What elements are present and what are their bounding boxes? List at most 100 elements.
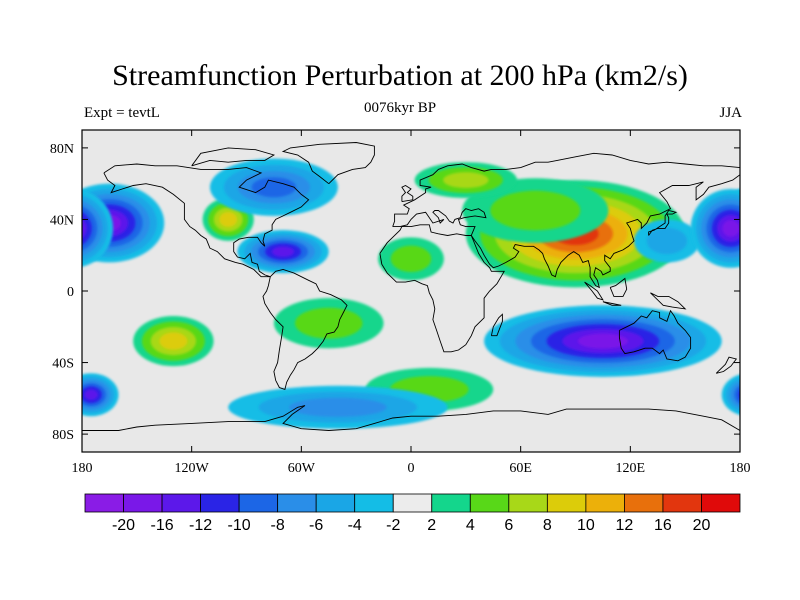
colorbar-label: -12 bbox=[189, 517, 212, 534]
colorbar-swatch bbox=[315, 493, 356, 513]
field-anomaly bbox=[228, 385, 448, 429]
coastline bbox=[650, 292, 687, 310]
contour-level bbox=[734, 209, 740, 237]
contour-level bbox=[443, 172, 489, 189]
coastline bbox=[715, 356, 738, 374]
figure-title: Streamfunction Perturbation at 200 hPa (… bbox=[112, 59, 688, 92]
field-anomaly bbox=[414, 162, 518, 198]
colorbar-swatch bbox=[508, 493, 548, 513]
field-anomaly bbox=[202, 197, 254, 241]
contour-level bbox=[84, 389, 98, 400]
colorbar: -20 -16 -12 -10 -8 -6 -4 -2 2 4 6 8 10 12 16 20 bbox=[84, 493, 741, 534]
contour-level bbox=[390, 245, 432, 273]
contour-level bbox=[251, 177, 297, 198]
contour-level bbox=[734, 385, 740, 405]
x-tick-label: 0 bbox=[408, 461, 415, 476]
coastline bbox=[191, 147, 276, 167]
contour-level bbox=[82, 218, 87, 239]
coastline bbox=[392, 152, 740, 227]
coastline bbox=[602, 301, 622, 306]
colorbar-label: 4 bbox=[466, 517, 475, 534]
colorbar-swatch bbox=[469, 493, 510, 513]
colorbar-label: -2 bbox=[386, 517, 400, 534]
contour-level bbox=[490, 190, 581, 231]
colorbar-swatch bbox=[200, 493, 240, 513]
colorbar-swatch bbox=[585, 493, 625, 513]
coastline bbox=[584, 281, 604, 301]
contour-level bbox=[271, 246, 295, 257]
field-anomaly bbox=[273, 298, 384, 349]
season-label: JJA bbox=[719, 105, 742, 121]
colorbar-label: 2 bbox=[427, 517, 436, 534]
colorbar-swatch bbox=[354, 493, 394, 513]
colorbar-label: -16 bbox=[150, 517, 173, 534]
colorbar-label: -20 bbox=[112, 517, 135, 534]
field-anomaly bbox=[237, 230, 329, 274]
y-tick-label: 40S bbox=[52, 357, 74, 372]
x-tick-label: 180 bbox=[730, 461, 751, 476]
coastline bbox=[262, 269, 348, 390]
field-anomaly bbox=[133, 316, 214, 367]
x-tick-label: 60W bbox=[288, 461, 316, 476]
colorbar-swatch bbox=[277, 493, 317, 513]
coastline bbox=[103, 163, 310, 278]
colorbar-label: -4 bbox=[348, 517, 362, 534]
coastline bbox=[82, 405, 740, 431]
x-tick-label: 120W bbox=[175, 461, 210, 476]
colorbar-label: 16 bbox=[654, 517, 672, 534]
contour-level bbox=[722, 220, 740, 237]
field-anomaly bbox=[209, 158, 338, 216]
streamfunction-field bbox=[82, 158, 740, 429]
colorbar-swatch bbox=[662, 493, 702, 513]
y-tick-label: 40N bbox=[50, 213, 74, 228]
colorbar-label: -6 bbox=[309, 517, 323, 534]
colorbar-label: 6 bbox=[504, 517, 513, 534]
colorbar-swatch bbox=[84, 493, 124, 513]
experiment-label: Expt = tevtL bbox=[84, 105, 160, 121]
x-axis-ticks: 180 120W 60W 0 60E 120E 180 bbox=[72, 130, 751, 476]
field-anomaly bbox=[82, 373, 740, 417]
contour-level bbox=[295, 307, 363, 339]
x-tick-label: 120E bbox=[616, 461, 646, 476]
contour-level bbox=[738, 390, 740, 400]
contour-level bbox=[219, 211, 238, 227]
contour-level bbox=[159, 332, 188, 350]
coastline bbox=[609, 277, 628, 297]
field-anomaly bbox=[633, 219, 700, 263]
colorbar-label: 20 bbox=[693, 517, 711, 534]
field-anomaly bbox=[462, 178, 609, 243]
coastlines bbox=[82, 142, 740, 431]
colorbar-label: 8 bbox=[543, 517, 552, 534]
y-axis-ticks: 80N 40N 0 40S 80S bbox=[50, 142, 740, 443]
coastline bbox=[379, 224, 505, 353]
y-tick-label: 0 bbox=[67, 285, 74, 300]
coastline bbox=[281, 142, 375, 185]
colorbar-swatch bbox=[701, 493, 741, 513]
contour-level bbox=[577, 333, 628, 349]
y-tick-label: 80N bbox=[50, 142, 74, 157]
x-tick-label: 180 bbox=[72, 461, 93, 476]
colorbar-label: 10 bbox=[577, 517, 595, 534]
colorbar-swatch bbox=[161, 493, 201, 513]
field-anomaly bbox=[378, 237, 444, 281]
field-anomaly bbox=[484, 305, 722, 377]
y-tick-label: 80S bbox=[52, 428, 74, 443]
colorbar-swatch bbox=[238, 493, 279, 513]
contour-level bbox=[646, 227, 688, 255]
time-label: 0076kyr BP bbox=[363, 100, 437, 116]
colorbar-swatch bbox=[624, 493, 664, 513]
contour-level bbox=[289, 397, 387, 417]
colorbar-swatch bbox=[392, 493, 433, 513]
colorbar-label: 12 bbox=[616, 517, 634, 534]
colorbar-swatch bbox=[431, 493, 471, 513]
colorbar-label: -10 bbox=[228, 517, 251, 534]
coastline bbox=[648, 209, 678, 236]
coastline bbox=[401, 184, 414, 203]
coastline bbox=[392, 174, 740, 289]
contour-level bbox=[82, 212, 92, 245]
field-anomaly bbox=[82, 189, 740, 268]
colorbar-swatch bbox=[546, 493, 587, 513]
colorbar-label: -8 bbox=[271, 517, 285, 534]
